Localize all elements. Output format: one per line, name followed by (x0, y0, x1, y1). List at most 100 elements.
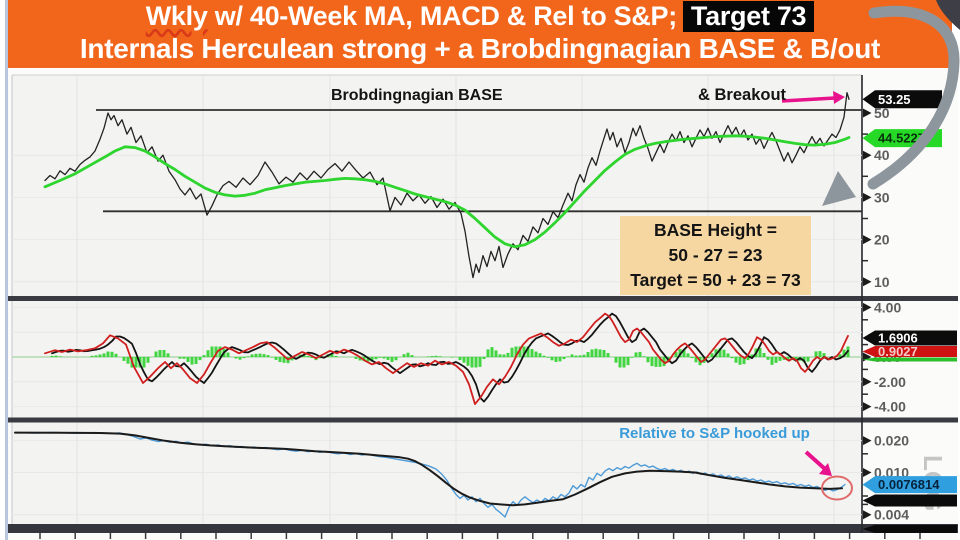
macd-histogram-bar (94, 355, 98, 357)
macd-histogram-bar (498, 354, 502, 357)
macd-histogram-bar (426, 356, 430, 357)
macd-histogram-bar (838, 354, 842, 357)
macd-histogram-bar (762, 353, 766, 357)
macd-histogram-bar (190, 357, 194, 365)
breakout-annotation-label: & Breakout (698, 86, 787, 104)
macd-histogram-bar (106, 351, 110, 357)
macd-histogram-bar (494, 350, 498, 357)
macd-histogram-bar (558, 357, 562, 362)
macd-histogram-bar (638, 351, 642, 357)
macd-histogram-bar (206, 350, 210, 357)
macd-histogram-bar (658, 357, 662, 367)
macd-histogram-bar (738, 357, 742, 365)
macd-histogram-bar (606, 353, 610, 357)
macd-histogram-bar (614, 357, 618, 363)
macd-histogram-bar (110, 351, 114, 357)
y-axis-tick-marker (863, 108, 872, 118)
macd-histogram-bar (202, 355, 206, 357)
big-gray-arrow-head (822, 171, 856, 206)
macd-histogram-bar (182, 357, 186, 359)
macd-histogram-bar (578, 355, 582, 357)
macd-histogram-bar (566, 356, 570, 357)
macd-histogram-bar (742, 357, 746, 365)
macd-histogram-bar (90, 355, 94, 357)
macd-histogram-bar (546, 357, 550, 358)
macd-histogram-bar (254, 353, 258, 357)
macd-histogram-bar (122, 357, 126, 361)
macd-histogram-bar (226, 352, 230, 357)
macd-histogram-bar (178, 357, 182, 359)
macd-histogram-bar (54, 355, 58, 357)
macd-histogram-bar (462, 357, 466, 363)
macd-histogram-bar (430, 356, 434, 357)
macd-histogram-bar (290, 357, 294, 361)
macd-histogram-bar (126, 357, 130, 364)
macd-histogram-bar (642, 356, 646, 357)
macd-histogram-bar (310, 357, 314, 358)
y-axis-tick-marker (863, 235, 872, 245)
banner-word-wkly: Wkly (145, 1, 208, 31)
macd-histogram-bar (470, 357, 474, 368)
macd-histogram-bar (218, 346, 222, 357)
macd-histogram-bar (458, 357, 462, 361)
macd-histogram-bar (522, 346, 526, 357)
macd-histogram-bar (366, 357, 370, 362)
macd-histogram-bar (814, 351, 818, 357)
y-axis-tick-label: 0.004 (874, 507, 909, 523)
macd-histogram-bar (722, 349, 726, 357)
macd-histogram-bar (710, 353, 714, 357)
banner-line1-text: w/ 40-Week MA, MACD & Rel to S&P; (207, 1, 677, 31)
macd-histogram-bar (822, 353, 826, 357)
macd-histogram-bar (818, 351, 822, 357)
x-axis-band (8, 524, 958, 533)
macd-histogram-bar (210, 346, 214, 357)
y-axis-tick-marker (863, 302, 872, 312)
macd-histogram-bar (726, 353, 730, 357)
macd-histogram-bar (598, 349, 602, 357)
macd-histogram-bar (718, 348, 722, 357)
macd-histogram-bar (250, 354, 254, 357)
y-axis-tick-label: 4.00 (874, 299, 901, 315)
macd-histogram-bar (382, 357, 386, 359)
macd-histogram-bar (466, 357, 470, 366)
macd-histogram-bar (746, 357, 750, 361)
macd-histogram-bar (142, 357, 146, 368)
y-axis-tick-label: 40 (874, 147, 890, 163)
ma-40-week-line (43, 134, 851, 249)
macd-histogram-bar (478, 357, 482, 367)
macd-histogram-bar (770, 357, 774, 365)
macd-histogram-bar (794, 357, 798, 360)
y-axis-tick-label: 10 (874, 274, 890, 290)
rs-value-tag-label: 0.0076814 (878, 477, 940, 492)
macd-histogram-bar (270, 357, 274, 358)
macd-histogram-bar (438, 356, 442, 357)
macd-histogram-bar (758, 348, 762, 357)
macd-histogram-bar (590, 349, 594, 357)
macd-histogram-bar (198, 357, 202, 361)
macd-histogram-bar (690, 357, 694, 359)
macd-histogram-bar (482, 357, 486, 360)
macd-histogram-bar (474, 357, 478, 368)
macd-histogram-bar (162, 350, 166, 357)
base-box-line-3: Target = 50 + 23 = 73 (630, 270, 801, 290)
y-axis-tick-marker (863, 436, 872, 446)
macd-histogram-bar (766, 357, 770, 360)
macd-histogram-bar (626, 357, 630, 366)
macd-histogram-bar (686, 353, 690, 357)
macd-histogram-bar (134, 357, 138, 368)
base-box-line-2: 50 - 27 = 23 (668, 245, 763, 265)
macd-value-tag (862, 346, 957, 357)
macd-histogram-bar (166, 353, 170, 357)
corner-shadow (936, 0, 960, 30)
macd-histogram-bar (694, 357, 698, 363)
macd-histogram-bar (186, 357, 190, 362)
y-axis-tick-marker (863, 402, 872, 412)
y-axis-tick-marker (863, 192, 872, 202)
big-gray-arrow (867, 5, 960, 190)
macd-histogram-bar (334, 355, 338, 357)
macd-histogram-bar (582, 354, 586, 357)
panel-separator (8, 296, 958, 301)
macd-histogram-bar (262, 354, 266, 357)
y-axis-tick-label: -4.00 (874, 399, 906, 415)
